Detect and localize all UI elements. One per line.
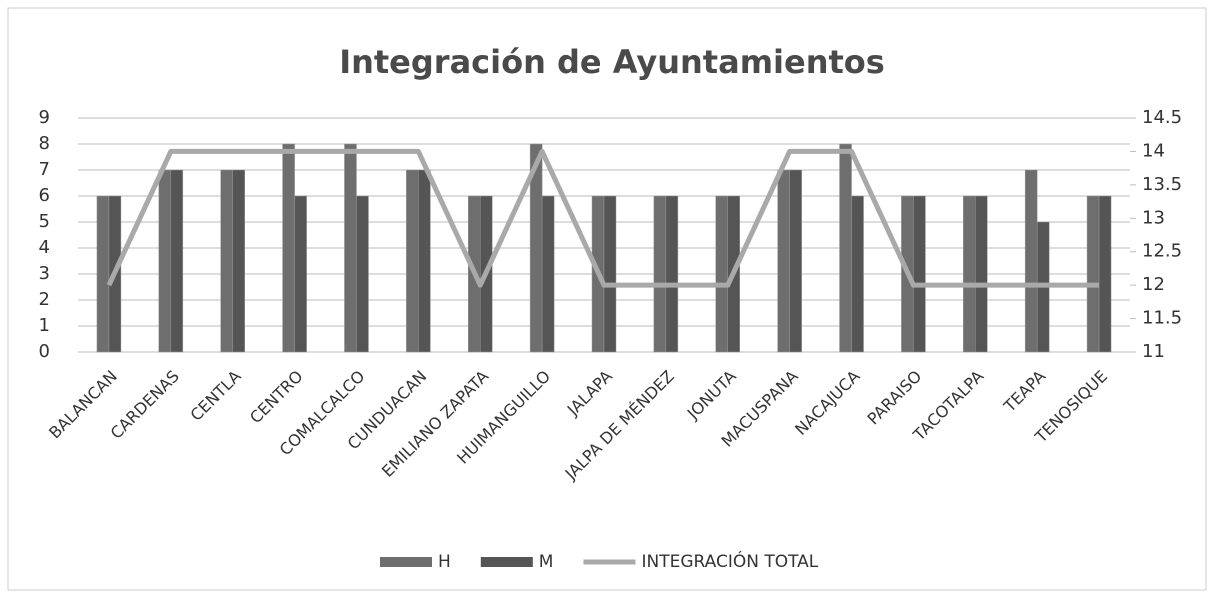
y-tick-label: 6: [39, 185, 50, 206]
y2-tick-label: 12: [1142, 274, 1165, 295]
y-tick-label: 5: [39, 211, 50, 232]
y2-tick-label: 11: [1142, 341, 1165, 362]
chart-title: Integración de Ayuntamientos: [339, 43, 885, 81]
y-tick-label: 0: [39, 341, 50, 362]
bar: [418, 169, 431, 353]
bar: [232, 169, 245, 353]
legend-swatch: [480, 557, 533, 567]
bar: [839, 143, 852, 353]
y-tick-label: 4: [39, 237, 50, 258]
bar: [715, 195, 729, 353]
bar: [294, 195, 307, 353]
y-tick-label: 8: [39, 133, 50, 154]
y2-tick-label: 11.5: [1142, 308, 1182, 329]
y-tick-label: 9: [39, 107, 50, 128]
bar: [344, 143, 357, 353]
bar: [96, 195, 110, 353]
y-tick-label: 7: [39, 159, 50, 180]
bar: [220, 169, 233, 353]
bar: [1024, 169, 1038, 353]
y-tick-label: 2: [39, 289, 50, 310]
bar: [665, 195, 679, 353]
y-tick-label: 3: [39, 263, 50, 284]
bar: [158, 169, 172, 353]
y-tick-label: 1: [39, 315, 50, 336]
y2-tick-label: 14: [1142, 140, 1165, 161]
bar: [975, 195, 988, 353]
bar: [963, 195, 976, 353]
bar: [777, 169, 790, 353]
bar: [406, 169, 419, 353]
bar: [789, 169, 802, 353]
bar: [541, 195, 555, 353]
bar: [603, 195, 617, 353]
legend-swatch: [380, 557, 432, 567]
bar: [170, 169, 184, 353]
line-series: [106, 148, 1100, 288]
bar: [653, 195, 667, 353]
y2-tick-label: 14.5: [1142, 107, 1182, 128]
legend-label: INTEGRACIÓN TOTAL: [641, 550, 818, 572]
bar: [356, 195, 369, 353]
bar: [282, 143, 295, 353]
bar: [1086, 195, 1100, 353]
legend-label: H: [438, 552, 451, 572]
bar: [913, 195, 926, 353]
y2-tick-label: 12.5: [1142, 241, 1182, 262]
y2-tick-label: 13: [1142, 207, 1165, 228]
y2-tick-label: 13.5: [1142, 174, 1182, 195]
bar: [851, 195, 864, 353]
bar: [1098, 195, 1112, 353]
legend-label: M: [539, 552, 554, 572]
